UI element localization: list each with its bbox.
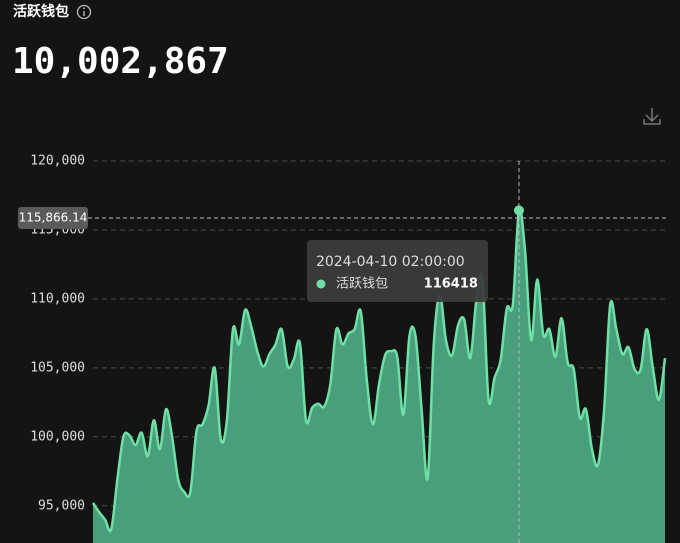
y-tick-label: 105,000 xyxy=(30,360,85,375)
y-tick-label: 110,000 xyxy=(30,291,85,306)
area xyxy=(93,208,665,543)
info-icon[interactable] xyxy=(76,4,92,20)
headline: 10,002,867 xyxy=(12,41,229,82)
y-tick-label: 100,000 xyxy=(30,429,85,444)
tooltip-box xyxy=(306,240,488,302)
tooltip-value: 116418 xyxy=(424,277,478,292)
hover-point xyxy=(513,205,524,216)
crosshair-label-box xyxy=(18,207,88,230)
download-icon[interactable] xyxy=(643,108,661,125)
tooltip-name: 活跃钱包 xyxy=(336,277,388,292)
title: 活跃钱包 xyxy=(13,3,69,20)
line xyxy=(91,207,667,533)
y-tick-label: 120,000 xyxy=(30,154,85,169)
tooltip-dot xyxy=(316,279,326,289)
tooltip-date: 2024-04-10 02:00:00 xyxy=(316,254,465,270)
y-tick-label: 95,000 xyxy=(38,498,85,513)
crosshair-label: 115,866.14 xyxy=(19,211,88,225)
